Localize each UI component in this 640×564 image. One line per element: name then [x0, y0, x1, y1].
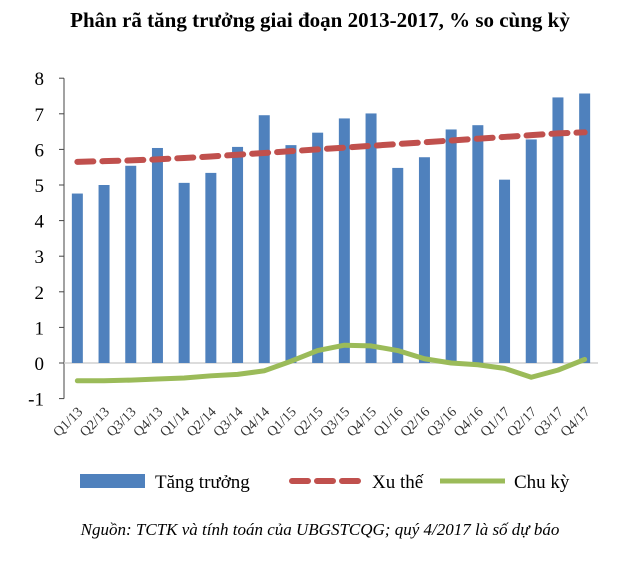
- bar-Q4/13: [151, 147, 163, 363]
- x-tick-label: Q3/14: [211, 405, 246, 440]
- y-tick-label: 3: [35, 247, 45, 268]
- x-tick-label: Q2/16: [398, 405, 433, 440]
- bar-Q1/14: [178, 182, 190, 363]
- bar-Q2/16: [418, 157, 430, 363]
- x-tick-label: Q1/17: [478, 405, 513, 440]
- x-tick-label: Q1/15: [264, 405, 299, 440]
- bar-Q4/14: [258, 115, 270, 363]
- bar-Q4/15: [365, 113, 377, 363]
- bar-Q1/16: [392, 167, 404, 363]
- trend-line: [74, 129, 588, 165]
- bar-Q2/17: [525, 139, 537, 363]
- legend-label: Xu thế: [372, 472, 424, 493]
- y-tick-label: 2: [35, 283, 45, 304]
- x-tick-label: Q3/17: [531, 405, 566, 440]
- y-tick-label: 7: [35, 105, 45, 126]
- x-tick-label: Q3/16: [425, 405, 460, 440]
- bar-Q2/13: [98, 185, 110, 363]
- legend-swatch-bar: [80, 474, 145, 488]
- x-tick-label: Q4/17: [558, 405, 593, 440]
- y-tick-label: 6: [35, 140, 45, 161]
- y-tick-label: -1: [28, 390, 44, 411]
- bar-Q1/15: [285, 145, 297, 363]
- bar-Q4/17: [579, 93, 591, 364]
- bar-Q3/13: [125, 165, 137, 363]
- x-tick-label: Q1/13: [51, 405, 86, 440]
- bar-Q2/14: [205, 172, 217, 363]
- bar-Q1/13: [71, 193, 83, 363]
- bar-Q1/17: [499, 179, 511, 363]
- y-tick-label: 4: [35, 212, 45, 233]
- x-tick-label: Q1/14: [158, 405, 193, 440]
- x-tick-label: Q4/16: [451, 405, 486, 440]
- legend-label: Tăng trưởng: [155, 472, 250, 493]
- x-tick-label: Q2/14: [184, 405, 219, 440]
- cycle-line: [74, 342, 588, 384]
- bar-Q3/17: [552, 97, 564, 363]
- legend-label: Chu kỳ: [514, 472, 570, 493]
- y-tick-label: 5: [35, 176, 45, 197]
- x-tick-label: Q4/15: [345, 405, 380, 440]
- chart-title: Phân rã tăng trưởng giai đoạn 2013-2017,…: [70, 8, 570, 32]
- bar-Q4/16: [472, 125, 484, 363]
- y-tick-label: 8: [35, 69, 45, 90]
- chart: -1012345678Q1/13Q2/13Q3/13Q4/13Q1/14Q2/1…: [28, 69, 598, 493]
- bar-Q2/15: [312, 132, 324, 363]
- x-tick-label: Q3/15: [318, 405, 353, 440]
- x-tick-label: Q4/14: [238, 405, 273, 440]
- bar-Q3/14: [232, 146, 244, 363]
- x-tick-label: Q2/15: [291, 405, 326, 440]
- bar-Q3/16: [445, 129, 457, 363]
- x-tick-label: Q2/13: [78, 405, 113, 440]
- x-tick-label: Q1/16: [371, 405, 406, 440]
- y-tick-label: 1: [35, 318, 45, 339]
- y-tick-label: 0: [35, 354, 45, 375]
- bar-Q3/15: [338, 118, 350, 363]
- x-tick-label: Q4/13: [131, 405, 166, 440]
- source-note: Nguồn: TCTK và tính toán của UBGSTCQG; q…: [80, 520, 560, 539]
- x-tick-label: Q3/13: [104, 405, 139, 440]
- x-tick-label: Q2/17: [505, 405, 540, 440]
